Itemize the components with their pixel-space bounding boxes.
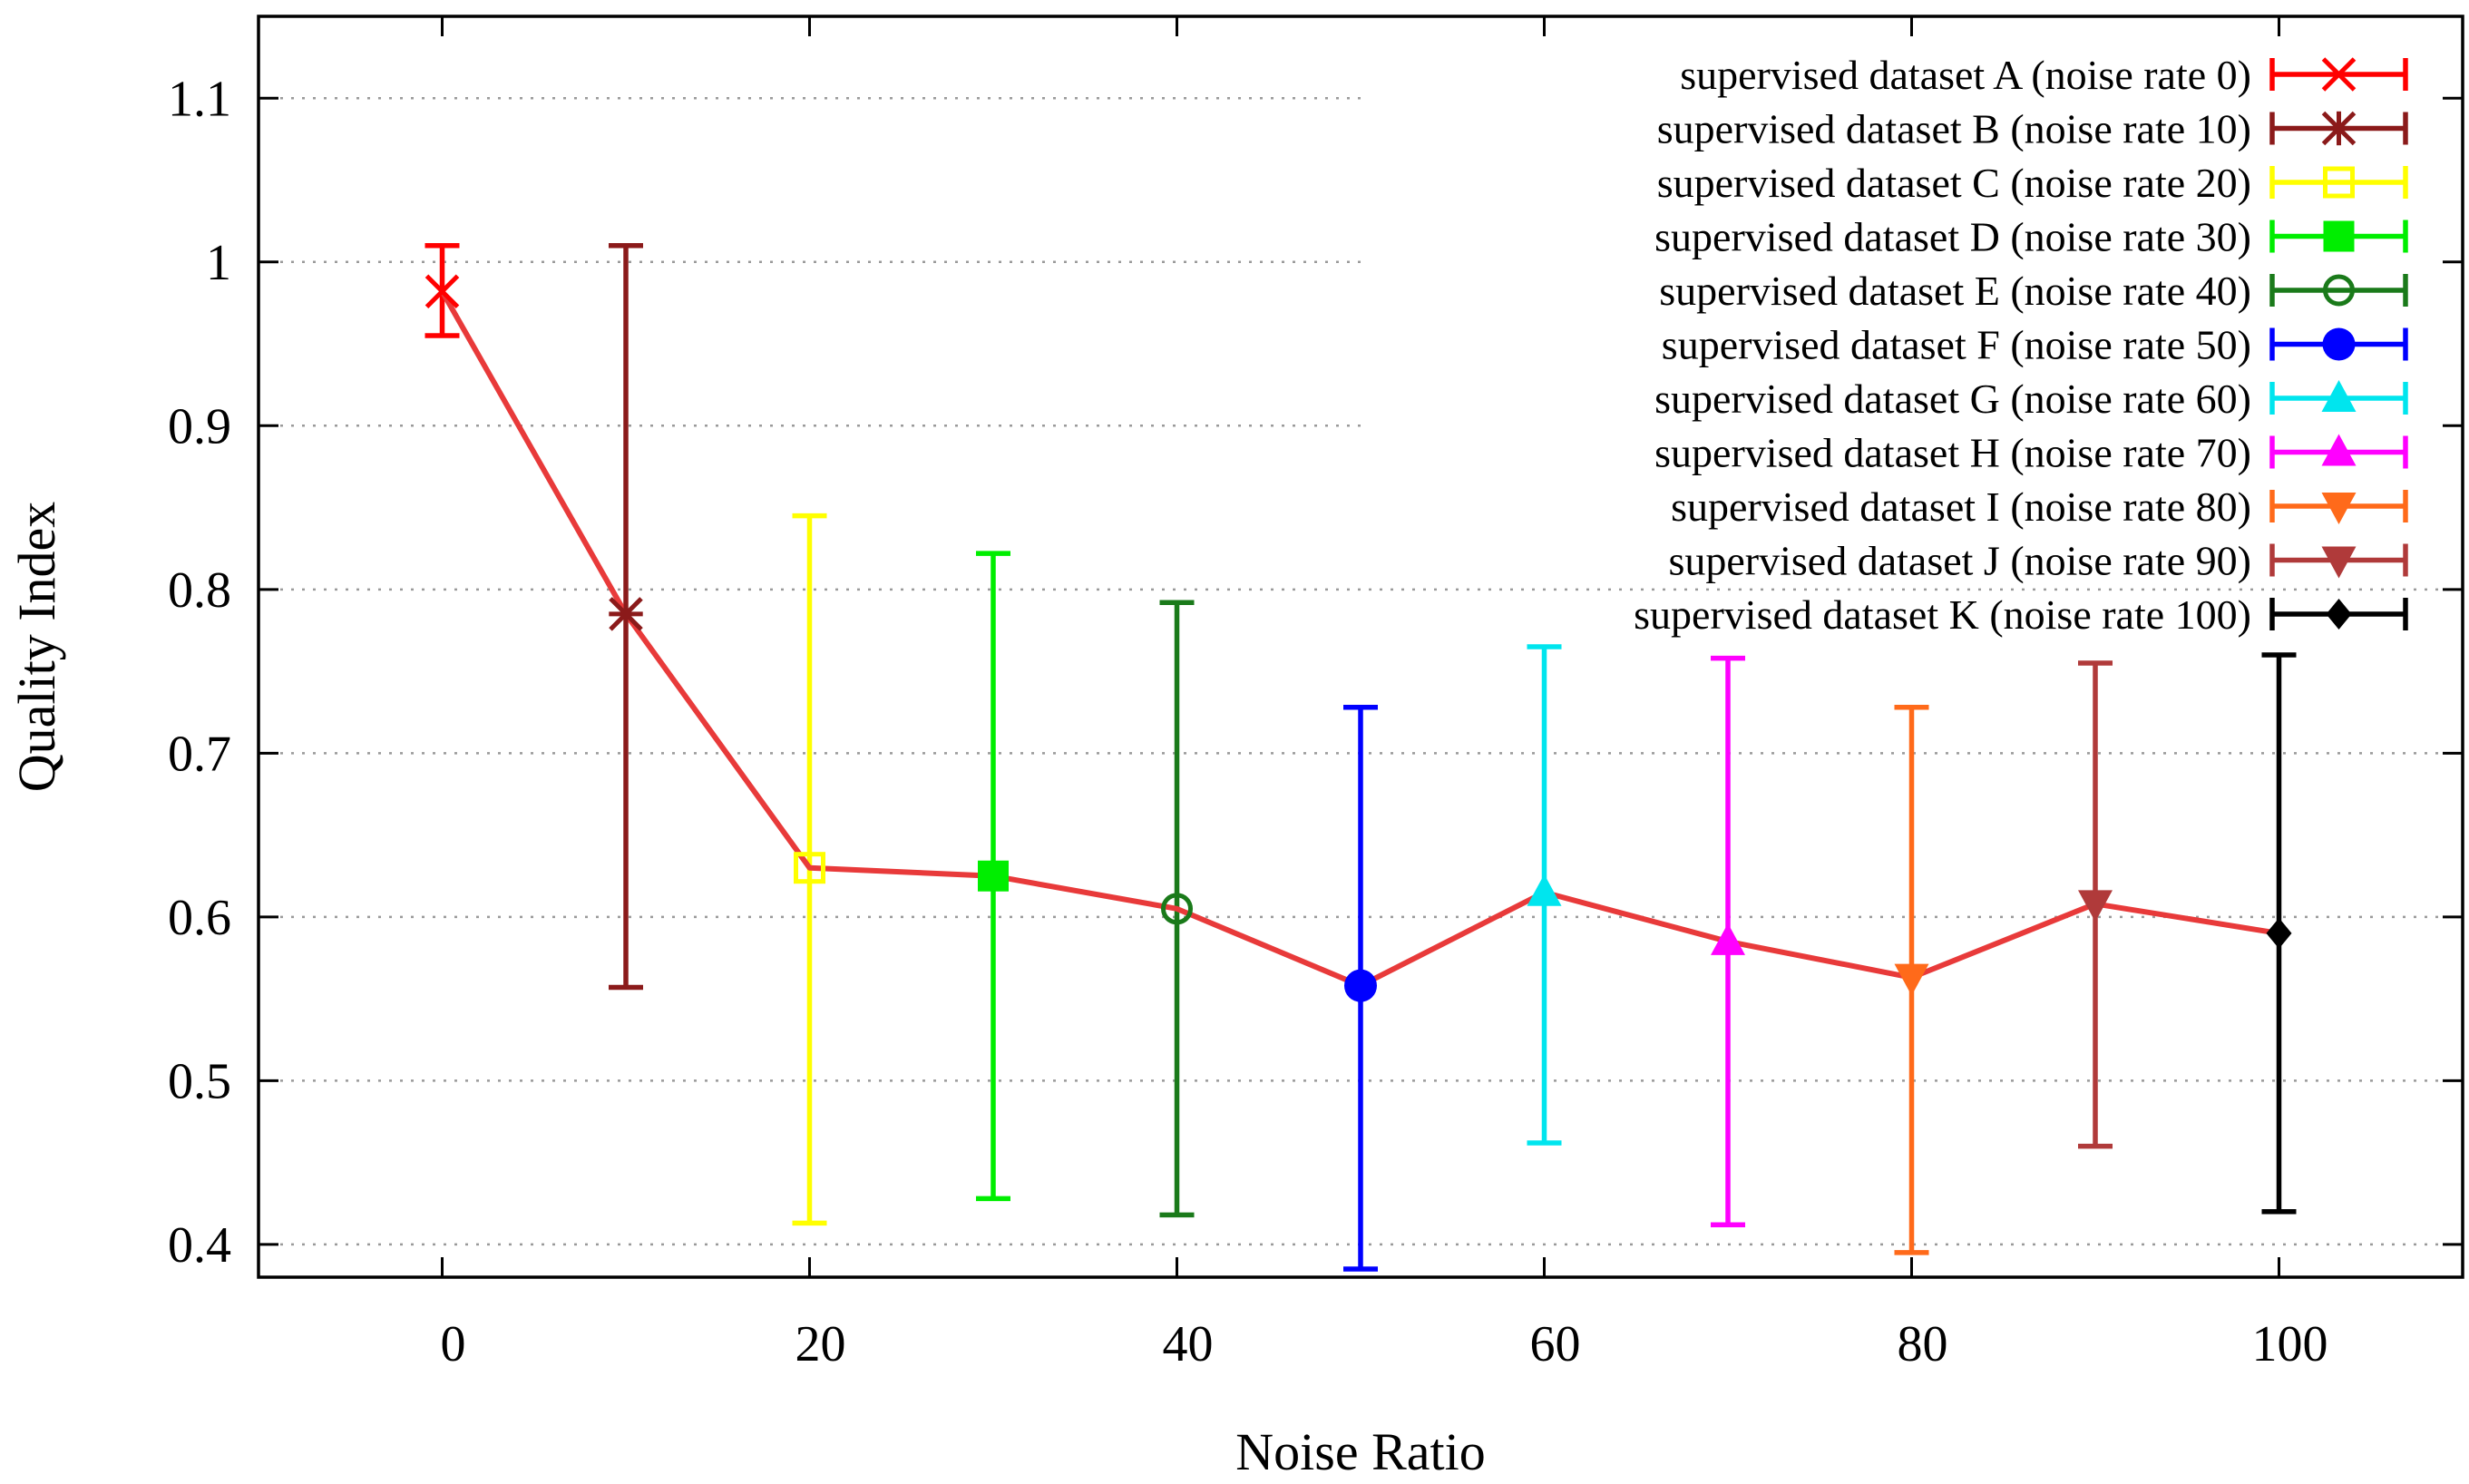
- legend-label: supervised dataset G (noise rate 60): [1654, 376, 2251, 422]
- data-point: [1161, 893, 1193, 925]
- legend-entry: supervised dataset I (noise rate 80): [1671, 483, 2408, 530]
- legend-marker: [2323, 274, 2355, 307]
- data-point: [2266, 917, 2292, 949]
- legend-entry: supervised dataset H (noise rate 70): [1654, 430, 2408, 476]
- data-point: [1527, 874, 1562, 906]
- legend-entry: supervised dataset G (noise rate 60): [1654, 376, 2408, 422]
- legend-label: supervised dataset F (noise rate 50): [1662, 322, 2251, 368]
- x-tick-label: 100: [2252, 1316, 2328, 1372]
- data-point: [1711, 923, 1745, 955]
- data-point: [794, 852, 825, 884]
- x-tick-label: 80: [1898, 1316, 1948, 1372]
- y-tick-label: 0.4: [168, 1217, 231, 1274]
- legend-label: supervised dataset B (noise rate 10): [1657, 106, 2251, 152]
- legend-marker: [2321, 434, 2357, 466]
- legend-entry: supervised dataset F (noise rate 50): [1662, 322, 2408, 368]
- x-axis-title: Noise Ratio: [1235, 1422, 1485, 1481]
- legend-label: supervised dataset D (noise rate 30): [1654, 214, 2251, 260]
- legend-entry: supervised dataset C (noise rate 20): [1657, 160, 2408, 206]
- legend-label: supervised dataset A (noise rate 0): [1680, 52, 2251, 98]
- legend-entry: supervised dataset E (noise rate 40): [1659, 268, 2408, 314]
- legend-label: supervised dataset E (noise rate 40): [1659, 268, 2251, 314]
- y-tick-label: 0.8: [168, 562, 231, 619]
- legend-label: supervised dataset H (noise rate 70): [1654, 430, 2251, 476]
- legend-marker: [2323, 166, 2355, 199]
- y-tick-label: 0.9: [168, 398, 231, 454]
- legend-label: supervised dataset I (noise rate 80): [1671, 483, 2251, 530]
- legend-entry: supervised dataset K (noise rate 100): [1634, 591, 2408, 638]
- legend-marker: [2321, 380, 2357, 412]
- legend-entry: supervised dataset J (noise rate 90): [1668, 538, 2408, 584]
- legend-marker: [2321, 57, 2357, 92]
- y-tick-label: 0.6: [168, 890, 231, 946]
- data-point: [609, 597, 643, 631]
- plot-frame: [257, 15, 2464, 1279]
- data-point: [425, 274, 460, 309]
- data-point: [1894, 963, 1929, 996]
- x-tick-label: 0: [441, 1316, 466, 1372]
- legend: supervised dataset A (noise rate 0) super…: [1634, 52, 2408, 638]
- legend-marker: [2326, 599, 2352, 630]
- y-tick-label: 0.5: [168, 1053, 231, 1109]
- data-series: [425, 242, 2297, 1272]
- legend-marker: [2321, 546, 2357, 579]
- x-tick-label: 60: [1530, 1316, 1581, 1372]
- y-tick-label: 1: [206, 235, 231, 291]
- y-tick-label: 0.7: [168, 726, 231, 782]
- y-axis-title: Quality Index: [7, 502, 66, 793]
- data-point: [978, 860, 1009, 892]
- legend-marker: [2323, 220, 2355, 252]
- legend-label: supervised dataset C (noise rate 20): [1657, 160, 2251, 206]
- data-point: [1344, 969, 1377, 1002]
- x-tick-label: 40: [1163, 1316, 1214, 1372]
- legend-marker: [2321, 493, 2357, 524]
- x-tick-label: 20: [795, 1316, 846, 1372]
- data-point: [2078, 890, 2113, 923]
- legend-label: supervised dataset K (noise rate 100): [1634, 591, 2251, 638]
- legend-entry: supervised dataset D (noise rate 30): [1654, 214, 2408, 260]
- legend-marker: [2321, 111, 2357, 146]
- legend-marker: [2322, 327, 2356, 361]
- legend-label: supervised dataset J (noise rate 90): [1668, 538, 2251, 584]
- axes: 0.4 0.5 0.6 0.7 0.8 0.9 1 1.1 0 20 40 60 80 100: [168, 16, 2463, 1372]
- legend-entry: supervised dataset B (noise rate 10): [1657, 106, 2408, 152]
- y-tick-label: 1.1: [168, 71, 231, 127]
- legend-entry: supervised dataset A (noise rate 0): [1680, 52, 2408, 98]
